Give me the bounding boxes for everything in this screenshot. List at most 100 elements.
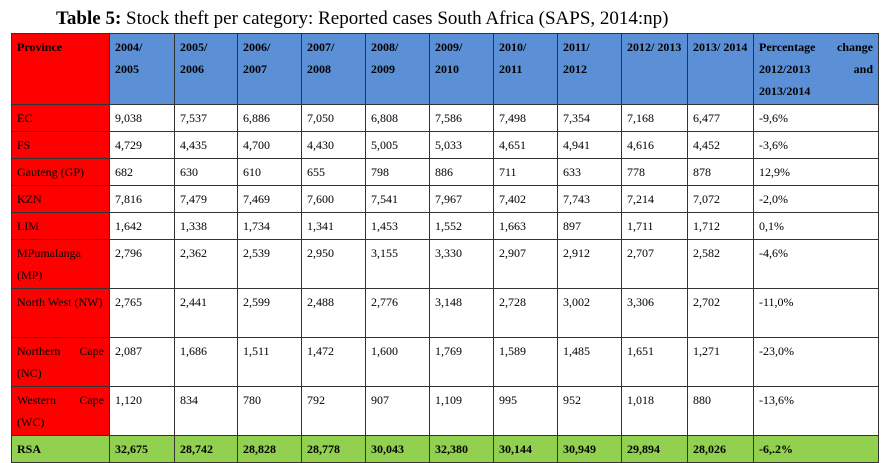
data-row: MPumalanga (MP) 2,796 2,362 2,539 2,950 3,155…: [11, 239, 879, 289]
value-cell: 2005/ 2006: [174, 33, 238, 105]
value-cell: 2012/ 2013: [621, 33, 688, 105]
value-cell: 2,539: [237, 239, 302, 289]
value-cell: 2006/ 2007: [237, 33, 302, 105]
value-cell: 792: [301, 386, 366, 436]
value-cell: 2,912: [557, 239, 622, 289]
province-cell: Gauteng (GP): [11, 158, 110, 186]
province-cell: Province: [11, 33, 110, 105]
value-cell: 798: [365, 158, 430, 186]
value-cell: 2013/ 2014: [687, 33, 754, 105]
province-cell: Northern Cape (NC): [11, 337, 110, 387]
value-cell: 1,642: [109, 212, 175, 240]
percent-cell: -4,6%: [753, 239, 879, 289]
value-cell: 880: [687, 386, 754, 436]
value-cell: 1,651: [621, 337, 688, 387]
value-cell: 1,511: [237, 337, 302, 387]
value-cell: 4,729: [109, 131, 175, 159]
value-cell: 30,043: [365, 435, 430, 463]
value-cell: 2011/ 2012: [557, 33, 622, 105]
value-cell: 32,675: [109, 435, 175, 463]
value-cell: 7,469: [237, 185, 302, 213]
value-cell: 2,087: [109, 337, 175, 387]
value-cell: 7,354: [557, 104, 622, 132]
value-cell: 7,479: [174, 185, 238, 213]
value-cell: 1,338: [174, 212, 238, 240]
value-cell: 7,214: [621, 185, 688, 213]
value-cell: 2,488: [301, 288, 366, 338]
value-cell: 7,050: [301, 104, 366, 132]
total-row: RSA 32,675 28,742 28,828 28,778 30,043 32,380 3…: [11, 435, 879, 463]
value-cell: 878: [687, 158, 754, 186]
data-row: EC 9,038 7,537 6,886 7,050 6,808 7,586 7,498 7,3…: [11, 104, 879, 132]
percent-cell: -2,0%: [753, 185, 879, 213]
value-cell: 6,477: [687, 104, 754, 132]
value-cell: 4,430: [301, 131, 366, 159]
value-cell: 1,734: [237, 212, 302, 240]
value-cell: 3,002: [557, 288, 622, 338]
value-cell: 1,552: [429, 212, 494, 240]
value-cell: 1,769: [429, 337, 494, 387]
value-cell: 780: [237, 386, 302, 436]
value-cell: 5,005: [365, 131, 430, 159]
value-cell: 655: [301, 158, 366, 186]
percent-cell: -13,6%: [753, 386, 879, 436]
value-cell: 1,589: [493, 337, 558, 387]
value-cell: 7,168: [621, 104, 688, 132]
province-cell: North West (NW): [11, 288, 110, 338]
value-cell: 29,894: [621, 435, 688, 463]
value-cell: 3,155: [365, 239, 430, 289]
value-cell: 28,742: [174, 435, 238, 463]
data-row: FS 4,729 4,435 4,700 4,430 5,005 5,033 4,651 4,9…: [11, 131, 879, 159]
value-cell: 2,707: [621, 239, 688, 289]
percent-cell: -11,0%: [753, 288, 879, 338]
value-cell: 995: [493, 386, 558, 436]
data-row: LIM 1,642 1,338 1,734 1,341 1,453 1,552 1,663 89…: [11, 212, 879, 240]
value-cell: 952: [557, 386, 622, 436]
value-cell: 1,018: [621, 386, 688, 436]
province-cell: LIM: [11, 212, 110, 240]
value-cell: 907: [365, 386, 430, 436]
value-cell: 4,452: [687, 131, 754, 159]
value-cell: 7,967: [429, 185, 494, 213]
value-cell: 4,616: [621, 131, 688, 159]
value-cell: 4,700: [237, 131, 302, 159]
value-cell: 7,586: [429, 104, 494, 132]
value-cell: 2,950: [301, 239, 366, 289]
value-cell: 4,941: [557, 131, 622, 159]
value-cell: 3,306: [621, 288, 688, 338]
value-cell: 7,600: [301, 185, 366, 213]
value-cell: 3,330: [429, 239, 494, 289]
percent-cell: -9,6%: [753, 104, 879, 132]
data-row: KZN 7,816 7,479 7,469 7,600 7,541 7,967 7,402 7,…: [11, 185, 879, 213]
value-cell: 711: [493, 158, 558, 186]
value-cell: 9,038: [109, 104, 175, 132]
value-cell: 1,600: [365, 337, 430, 387]
value-cell: 2,599: [237, 288, 302, 338]
value-cell: 2,582: [687, 239, 754, 289]
value-cell: 7,816: [109, 185, 175, 213]
caption-text: Stock theft per category: Reported cases…: [126, 8, 669, 29]
value-cell: 633: [557, 158, 622, 186]
caption-label: Table 5:: [56, 8, 122, 29]
value-cell: 28,778: [301, 435, 366, 463]
value-cell: 2010/ 2011: [493, 33, 558, 105]
value-cell: 6,808: [365, 104, 430, 132]
data-row: Gauteng (GP) 682 630 610 655 798 886 711 633 778 8…: [11, 158, 879, 186]
value-cell: 2004/ 2005: [109, 33, 175, 105]
province-cell: RSA: [11, 435, 110, 463]
value-cell: 834: [174, 386, 238, 436]
percent-cell: Percentage change 2012/2013 and 2013/201…: [753, 33, 879, 105]
value-cell: 7,541: [365, 185, 430, 213]
value-cell: 30,949: [557, 435, 622, 463]
value-cell: 2,765: [109, 288, 175, 338]
value-cell: 28,026: [687, 435, 754, 463]
value-cell: 1,341: [301, 212, 366, 240]
value-cell: 682: [109, 158, 175, 186]
data-row: North West (NW) 2,765 2,441 2,599 2,488 2,776…: [11, 288, 879, 338]
value-cell: 897: [557, 212, 622, 240]
value-cell: 886: [429, 158, 494, 186]
value-cell: 7,537: [174, 104, 238, 132]
value-cell: 2,702: [687, 288, 754, 338]
page: Table 5: Stock theft per category: Repor…: [11, 8, 879, 463]
value-cell: 3,148: [429, 288, 494, 338]
